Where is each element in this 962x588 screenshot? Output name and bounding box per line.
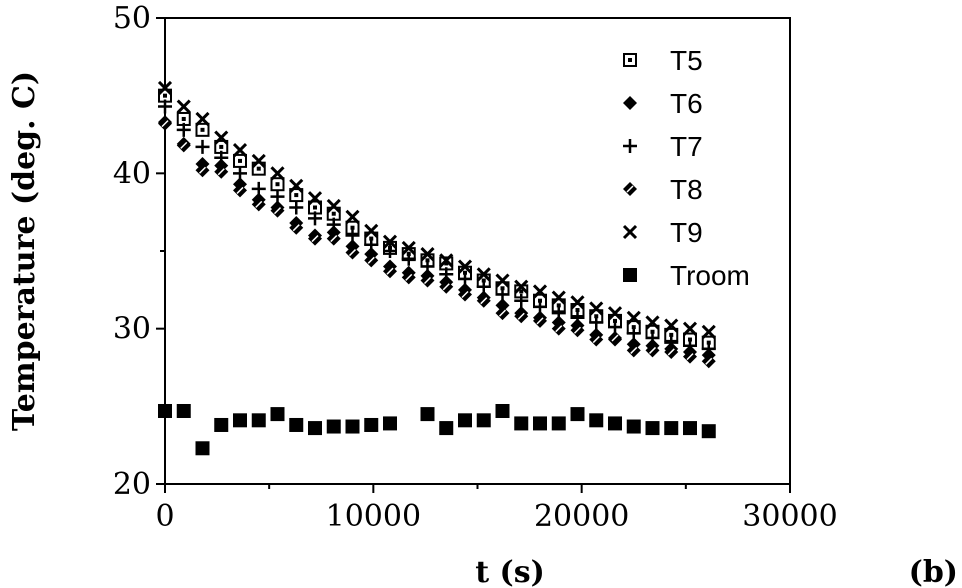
point-t8 bbox=[496, 306, 510, 320]
point-troom bbox=[589, 413, 603, 427]
point-troom bbox=[646, 421, 660, 435]
x-tick-label: 10000 bbox=[326, 499, 421, 534]
y-tick-label: 40 bbox=[113, 156, 151, 191]
point-troom bbox=[383, 416, 397, 430]
point-troom bbox=[177, 404, 191, 418]
x-tick-label: 30000 bbox=[742, 499, 837, 534]
point-t5 bbox=[234, 155, 246, 167]
point-troom bbox=[289, 418, 303, 432]
point-troom bbox=[214, 418, 228, 432]
point-troom bbox=[496, 404, 510, 418]
point-t5 bbox=[197, 124, 209, 136]
point-troom bbox=[439, 421, 453, 435]
point-troom bbox=[552, 416, 566, 430]
point-t5 bbox=[272, 178, 284, 190]
legend-marker-t8 bbox=[623, 182, 637, 196]
point-troom bbox=[421, 407, 435, 421]
legend-marker-t7 bbox=[623, 139, 637, 153]
point-troom bbox=[514, 416, 528, 430]
point-troom bbox=[196, 441, 210, 455]
legend-label: T6 bbox=[670, 88, 703, 119]
legend-item-t9: T9 bbox=[624, 217, 703, 248]
point-troom bbox=[308, 421, 322, 435]
panel-label: (b) bbox=[909, 555, 958, 588]
point-troom bbox=[346, 420, 360, 434]
point-t8 bbox=[158, 117, 172, 131]
series-t9 bbox=[159, 82, 715, 338]
legend-label: T8 bbox=[670, 174, 703, 205]
y-tick-label: 50 bbox=[113, 1, 151, 36]
legend-label: Troom bbox=[670, 260, 750, 291]
point-troom bbox=[608, 416, 622, 430]
series-troom bbox=[158, 404, 716, 455]
legend-item-t8: T8 bbox=[623, 174, 703, 205]
x-tick-label: 20000 bbox=[534, 499, 629, 534]
point-t8 bbox=[608, 331, 622, 345]
legend-marker-t6 bbox=[623, 96, 637, 110]
legend-marker-troom bbox=[623, 268, 637, 282]
legend-marker-t9 bbox=[624, 226, 636, 238]
point-troom bbox=[702, 424, 716, 438]
legend-label: T5 bbox=[670, 45, 703, 76]
point-t9 bbox=[178, 101, 190, 113]
legend-marker-t5 bbox=[624, 54, 636, 66]
point-troom bbox=[477, 413, 491, 427]
x-axis-title: t (s) bbox=[475, 555, 545, 588]
y-tick-label: 20 bbox=[113, 467, 151, 502]
point-troom bbox=[364, 418, 378, 432]
point-troom bbox=[458, 413, 472, 427]
point-troom bbox=[233, 413, 247, 427]
point-t7 bbox=[271, 190, 285, 204]
series-t5 bbox=[159, 90, 715, 349]
legend-item-troom: Troom bbox=[623, 260, 750, 291]
legend-item-t6: T6 bbox=[623, 88, 703, 119]
point-troom bbox=[627, 420, 641, 434]
y-axis-title: Temperature (deg. C) bbox=[7, 71, 42, 431]
legend-item-t5: T5 bbox=[624, 45, 703, 76]
legend-label: T7 bbox=[670, 131, 703, 162]
legend: T5 T6 T7 T8 T9 Troom bbox=[623, 45, 750, 291]
legend-item-t7: T7 bbox=[623, 131, 703, 162]
point-troom bbox=[271, 407, 285, 421]
point-troom bbox=[327, 420, 341, 434]
point-t7 bbox=[289, 201, 303, 215]
point-troom bbox=[683, 421, 697, 435]
point-t7 bbox=[252, 182, 266, 196]
y-tick-label: 30 bbox=[113, 312, 151, 347]
point-t7 bbox=[233, 166, 247, 180]
x-tick-label: 0 bbox=[155, 499, 174, 534]
legend-label: T9 bbox=[670, 217, 703, 248]
point-t7 bbox=[196, 140, 210, 154]
point-t8 bbox=[177, 138, 191, 152]
point-troom bbox=[571, 407, 585, 421]
point-troom bbox=[158, 404, 172, 418]
point-troom bbox=[664, 421, 678, 435]
point-troom bbox=[252, 413, 266, 427]
point-troom bbox=[533, 416, 547, 430]
